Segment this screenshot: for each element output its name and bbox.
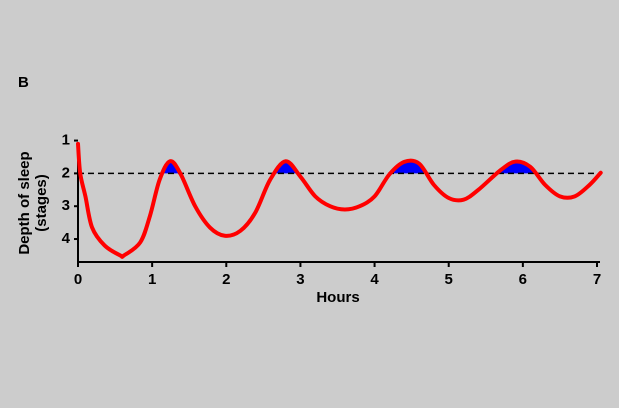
y-axis-label: Depth of sleep [16,151,33,254]
x-axis-label: Hours [316,289,359,306]
sleep-curve [76,141,603,259]
y-tick-label: 3 [62,197,70,214]
panel-label: B [18,74,29,91]
x-tick-label: 7 [593,271,601,288]
x-tick-label: 3 [296,271,304,288]
x-tick-label: 5 [445,271,453,288]
x-tick-label: 0 [74,271,82,288]
x-tick-label: 4 [370,271,379,288]
y-axis-label: (stages) [33,174,50,232]
y-tick-label: 4 [62,230,71,247]
y-tick-label: 1 [62,132,70,149]
x-tick-label: 2 [222,271,230,288]
x-tick-label: 6 [519,271,527,288]
y-tick-label: 2 [62,164,70,181]
x-tick-label: 1 [148,271,156,288]
